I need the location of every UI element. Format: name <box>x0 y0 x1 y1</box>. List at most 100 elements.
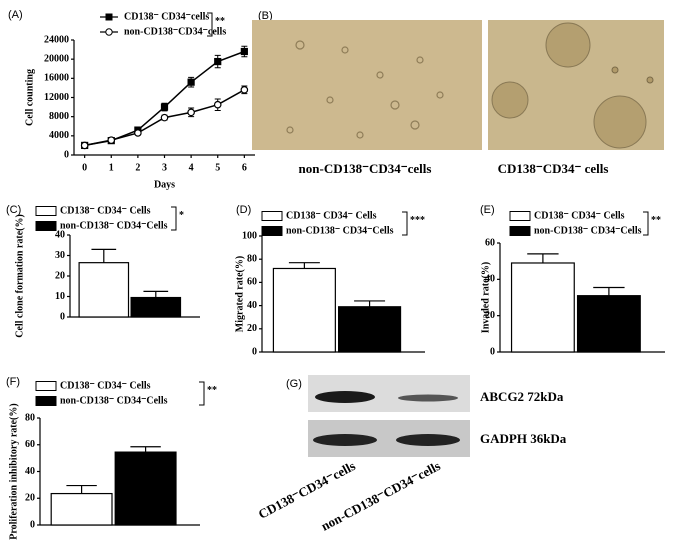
y-tick-label: 60 <box>247 277 257 288</box>
error-bar <box>354 300 386 307</box>
legend-swatch <box>35 206 57 216</box>
error-bar <box>593 286 625 296</box>
legend-label: CD138⁻ CD34⁻ Cells <box>60 380 151 391</box>
panel-label: (B) <box>258 10 273 22</box>
legend-swatch <box>35 396 57 406</box>
point <box>160 113 169 122</box>
y-tick-label: 12000 <box>44 92 69 103</box>
x-tick-label: 4 <box>189 162 194 173</box>
point <box>134 129 142 137</box>
cells <box>286 40 444 139</box>
band <box>315 391 375 403</box>
y-tick-label: 80 <box>247 253 257 264</box>
y-tick-label: 40 <box>485 274 495 285</box>
panel-label: (C) <box>6 204 21 216</box>
point <box>214 57 222 66</box>
y-axis-label: Invaded rate(%) <box>480 262 491 333</box>
bar <box>50 492 113 526</box>
error-bar <box>527 253 559 263</box>
error-bar <box>288 262 320 269</box>
legend-label: non-CD138⁻ CD34⁻Cells <box>60 220 168 231</box>
chart-panel: (C) 0 10 20 30 40 Cell clone formation rate(%)… <box>6 204 200 338</box>
legend-label: non-CD138⁻CD34⁻cells <box>124 26 226 37</box>
y-tick-label: 24000 <box>44 34 69 45</box>
micrograph-panel: (B) non-CD138⁻CD34⁻cells CD138⁻CD34⁻ cel… <box>252 10 664 176</box>
y-tick-label: 0 <box>60 311 65 322</box>
legend-marker <box>105 13 113 21</box>
y-tick-label: 60 <box>25 439 35 450</box>
point <box>80 141 89 150</box>
point <box>107 136 116 144</box>
y-tick-label: 100 <box>242 230 257 241</box>
panel-label: (D) <box>236 204 251 216</box>
y-axis-label: Migrated rate(%) <box>234 256 245 332</box>
bar <box>272 267 336 353</box>
x-tick-label: 1 <box>109 162 114 173</box>
point <box>187 108 195 117</box>
legend-swatch <box>35 221 57 231</box>
legend-label: CD138⁻ CD34⁻ Cells <box>286 210 377 221</box>
significance-bracket <box>643 211 649 236</box>
x-tick-label: 0 <box>82 162 87 173</box>
bar <box>114 451 177 526</box>
legend-label: CD138⁻ CD34⁻ Cells <box>534 210 625 221</box>
significance: ** <box>215 16 225 27</box>
legend-label: CD138⁻ CD34⁻cells <box>124 11 209 22</box>
point <box>213 100 222 109</box>
y-tick-label: 40 <box>247 300 257 311</box>
y-tick-label: 20 <box>25 493 35 504</box>
clones <box>491 22 654 149</box>
legend-swatch <box>509 226 531 236</box>
y-tick-label: 60 <box>485 237 495 248</box>
y-tick-label: 8000 <box>49 111 69 122</box>
error-bar <box>130 446 161 453</box>
legend-label: CD138⁻ CD34⁻ Cells <box>60 205 151 216</box>
point <box>240 47 248 56</box>
legend-swatch <box>261 226 283 236</box>
y-axis-label: Cell counting <box>24 69 35 126</box>
x-tick-label: 6 <box>242 162 247 173</box>
panel-label: (A) <box>8 9 23 21</box>
x-tick-label: 5 <box>215 162 220 173</box>
bar <box>576 295 641 353</box>
y-tick-label: 20 <box>485 310 495 321</box>
significance-bracket <box>199 381 205 406</box>
legend-swatch <box>35 381 57 391</box>
bar <box>78 262 130 318</box>
error-bar <box>143 290 169 298</box>
band <box>396 434 460 446</box>
panel-label: (E) <box>480 204 495 216</box>
y-tick-label: 30 <box>55 250 65 261</box>
panel-label: (F) <box>6 376 20 388</box>
band-label: ABCG2 72kDa <box>480 389 564 404</box>
y-tick-label: 20000 <box>44 53 69 64</box>
y-tick-label: 20 <box>55 270 65 281</box>
significance: * <box>179 210 184 221</box>
chart-panel: (D) 0 20 40 60 80 100 Migrated rate(%) CD138⁻ CD… <box>234 204 425 357</box>
y-tick-label: 40 <box>55 229 65 240</box>
error-bar <box>66 484 97 494</box>
bar <box>510 262 575 353</box>
point <box>240 86 249 94</box>
y-tick-label: 4000 <box>49 130 69 141</box>
y-tick-label: 0 <box>64 149 69 160</box>
y-tick-label: 0 <box>252 346 257 357</box>
point <box>187 78 195 86</box>
caption: CD138⁻CD34⁻ cells <box>498 161 609 176</box>
band <box>398 394 458 402</box>
y-axis-label: Cell clone formation rate(%) <box>14 214 25 338</box>
chart-panel: (F) 0 20 40 60 80 Proliferation inhibitory rat… <box>6 376 217 540</box>
y-tick-label: 10 <box>55 291 65 302</box>
significance: ** <box>651 215 661 226</box>
legend-label: non-CD138⁻ CD34⁻Cells <box>286 225 394 236</box>
chart-panel: (E) 0 20 40 60 Invaded rate(%) CD138⁻ CD34⁻ Ce… <box>480 204 665 357</box>
significance-bracket <box>402 211 408 236</box>
error-bar <box>91 248 117 263</box>
y-tick-label: 16000 <box>44 73 69 84</box>
x-axis-label: Days <box>154 179 175 190</box>
y-tick-label: 40 <box>25 466 35 477</box>
legend-label: non-CD138⁻ CD34⁻Cells <box>534 225 642 236</box>
point <box>160 103 169 111</box>
x-tick-label: 2 <box>135 162 140 173</box>
